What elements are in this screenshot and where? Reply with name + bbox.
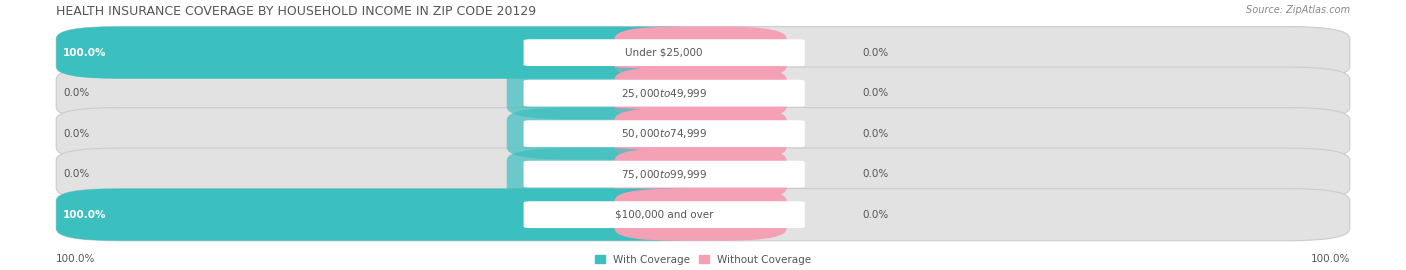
Text: 0.0%: 0.0% — [63, 129, 90, 139]
Text: 100.0%: 100.0% — [63, 210, 107, 220]
FancyBboxPatch shape — [614, 67, 786, 119]
FancyBboxPatch shape — [56, 188, 725, 241]
FancyBboxPatch shape — [56, 26, 1350, 79]
Text: 100.0%: 100.0% — [63, 48, 107, 58]
Legend: With Coverage, Without Coverage: With Coverage, Without Coverage — [595, 255, 811, 265]
Text: 0.0%: 0.0% — [63, 169, 90, 179]
FancyBboxPatch shape — [56, 188, 1350, 241]
FancyBboxPatch shape — [523, 80, 804, 107]
Text: $25,000 to $49,999: $25,000 to $49,999 — [621, 87, 707, 100]
Text: Source: ZipAtlas.com: Source: ZipAtlas.com — [1246, 5, 1350, 15]
FancyBboxPatch shape — [56, 148, 1350, 200]
FancyBboxPatch shape — [56, 107, 1350, 160]
Text: 0.0%: 0.0% — [63, 88, 90, 98]
Text: HEALTH INSURANCE COVERAGE BY HOUSEHOLD INCOME IN ZIP CODE 20129: HEALTH INSURANCE COVERAGE BY HOUSEHOLD I… — [56, 5, 536, 18]
Text: 0.0%: 0.0% — [863, 129, 889, 139]
FancyBboxPatch shape — [614, 26, 786, 79]
FancyBboxPatch shape — [614, 148, 786, 200]
Text: $50,000 to $74,999: $50,000 to $74,999 — [621, 127, 707, 140]
Text: $75,000 to $99,999: $75,000 to $99,999 — [621, 168, 707, 181]
Text: $100,000 and over: $100,000 and over — [614, 210, 713, 220]
Text: 0.0%: 0.0% — [863, 88, 889, 98]
Text: 0.0%: 0.0% — [863, 169, 889, 179]
FancyBboxPatch shape — [56, 26, 725, 79]
Text: 0.0%: 0.0% — [863, 210, 889, 220]
Text: 100.0%: 100.0% — [56, 254, 96, 264]
FancyBboxPatch shape — [614, 188, 786, 241]
FancyBboxPatch shape — [506, 148, 664, 200]
FancyBboxPatch shape — [506, 67, 664, 119]
FancyBboxPatch shape — [506, 107, 664, 160]
Text: Under $25,000: Under $25,000 — [626, 48, 703, 58]
FancyBboxPatch shape — [523, 201, 804, 228]
FancyBboxPatch shape — [56, 67, 1350, 119]
FancyBboxPatch shape — [523, 161, 804, 188]
FancyBboxPatch shape — [614, 107, 786, 160]
FancyBboxPatch shape — [523, 39, 804, 66]
Text: 0.0%: 0.0% — [863, 48, 889, 58]
Text: 100.0%: 100.0% — [1310, 254, 1350, 264]
FancyBboxPatch shape — [523, 120, 804, 147]
